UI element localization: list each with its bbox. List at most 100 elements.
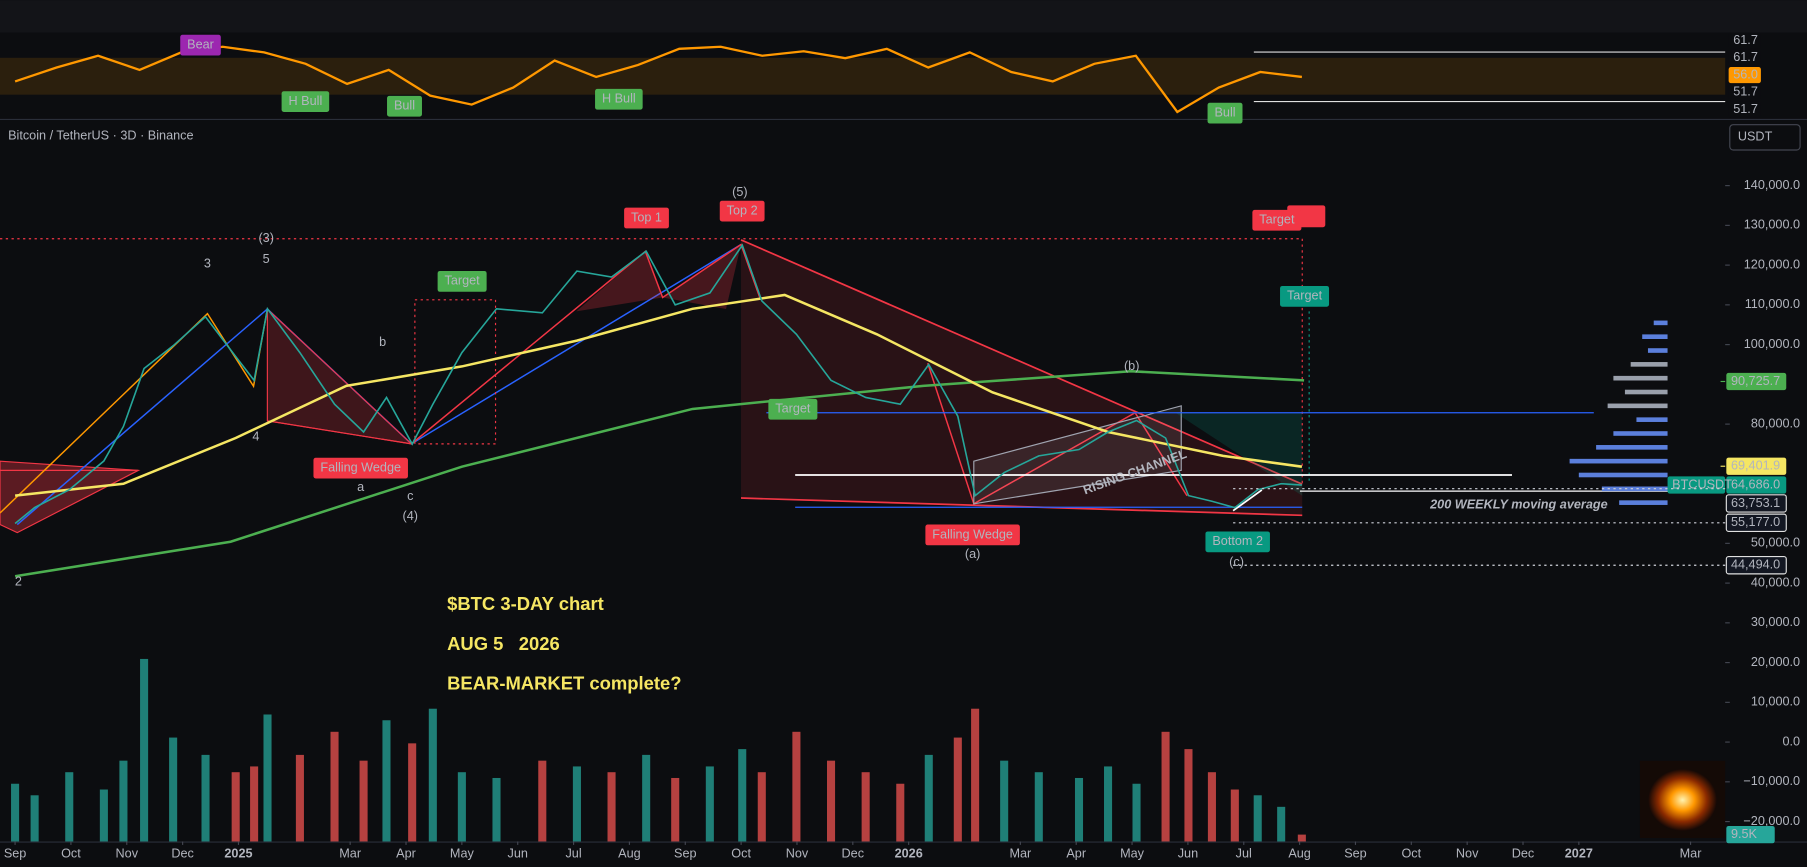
annotation-label: Target [775,402,811,416]
x-tick-label: Apr [396,846,416,860]
ma-label: 200 WEEKLY moving average [1429,497,1608,511]
y-tick-label: 50,000.0 [1751,536,1800,550]
volume-bar [757,772,766,842]
volume-bar [201,754,210,842]
price-badge [1725,494,1787,513]
wave-label: a [357,480,365,494]
volume-bar [705,766,714,842]
annotation-tag: Bull [387,95,422,117]
volume-bar [1230,789,1239,842]
annotation-tag: Falling Wedge [313,457,408,479]
annotation-label: Target [445,274,481,288]
pattern-line [926,362,1188,505]
volume-bar [428,708,437,842]
annotation-tag: Bottom 2 [1205,531,1270,553]
annotation-label: Target [1287,289,1323,303]
trend-line [1232,489,1263,512]
series-line [14,369,1305,578]
price-badge [1726,476,1787,494]
volume-bar [30,795,39,842]
y-tick-label: 80,000.0 [1751,416,1800,430]
pattern-line [410,243,762,445]
wave-label: (a) [965,547,980,561]
x-tick-label: Jun [1178,846,1198,860]
volume-bar [953,737,962,842]
volume-bar [140,658,149,842]
y-tick-label: 130,000.0 [1744,218,1800,232]
y-tick-label: 140,000.0 [1744,178,1800,192]
wave-label: 3 [204,256,211,270]
volume-bar [1297,834,1306,842]
wave-label: (4) [403,509,418,523]
x-tick-label: Nov [786,846,809,860]
volume-bar [11,783,20,842]
volume-bar [231,772,240,842]
volume-bar [99,789,108,842]
volume-bar [572,766,581,842]
volume-bar [65,772,74,842]
annotation-label: Falling Wedge [932,527,1013,541]
y-tick-label: 120,000.0 [1744,257,1800,271]
annotation-tag: Bull [1207,102,1243,124]
wave-label: 4 [252,429,259,443]
rsi-badge [1728,32,1761,49]
volume-bar [169,737,178,842]
pattern-fill [576,251,663,312]
x-tick-label: Aug [1288,846,1311,860]
symbol-badge-label: BTCUSDT [1672,477,1732,491]
annotation-bg [624,207,669,229]
volume-bar [896,783,905,842]
rsi-badge [1728,49,1761,66]
y-tick-label: −10,000.0 [1743,774,1800,788]
wave-label: (c) [1229,555,1244,569]
rsi-badge [1728,67,1761,84]
annotation-tag: Bear [180,34,221,56]
volume-bar [457,772,466,842]
annotation-label: Top 2 [727,203,758,217]
note-text: BEAR-MARKET complete? [447,673,681,694]
annotation-label: Target [1259,213,1295,227]
volume-bar [250,766,259,842]
volume-bar [924,754,933,842]
x-tick-label: Nov [116,846,139,860]
x-tick-label: Sep [4,846,27,860]
price-badge [1726,457,1787,475]
volume-bar [538,760,547,842]
rsi-badge-label: 61.7 [1733,33,1758,47]
x-tick-label: Mar [1680,846,1702,860]
volume-bar [295,754,304,842]
x-tick-label: Jul [1236,846,1252,860]
annotation-bg [387,95,422,117]
currency-box[interactable] [1729,124,1801,151]
price-badge-label: 44,494.0 [1731,558,1780,572]
price-badge-label: 69,401.9 [1731,459,1780,473]
y-tick-label: −20,000.0 [1743,814,1800,828]
wave-label: 5 [263,252,270,266]
wave-label: (3) [258,231,273,245]
volume-bar [1161,731,1170,842]
annotation-label: Bull [1214,105,1235,119]
annotation-bg [180,34,221,56]
annotation-label: H Bull [602,92,636,106]
annotation-bg [925,524,1020,546]
y-tick-label: 10,000.0 [1751,695,1800,709]
volume-bar [408,743,417,842]
annotation-label: Falling Wedge [320,460,401,474]
volume-bar [263,714,272,842]
annotation-tag: Falling Wedge [925,524,1020,546]
y-tick-label: 20,000.0 [1751,655,1800,669]
wave-label: c [407,489,413,503]
y-tick-label: 100,000.0 [1744,337,1800,351]
x-tick-label: Dec [842,846,865,860]
trend-line [267,420,412,445]
annotation-bg [1280,285,1330,307]
annotation-bg [1207,102,1243,124]
volume-bar [1184,749,1193,842]
price-badge-label: 64,686.0 [1731,477,1780,491]
price-badge-label: 63,753.1 [1731,496,1780,510]
x-tick-label: May [450,846,475,860]
volume-bar [1132,783,1141,842]
volume-bar [607,772,616,842]
annotation-tag: H Bull [281,91,330,112]
x-tick-label: Dec [1512,846,1535,860]
